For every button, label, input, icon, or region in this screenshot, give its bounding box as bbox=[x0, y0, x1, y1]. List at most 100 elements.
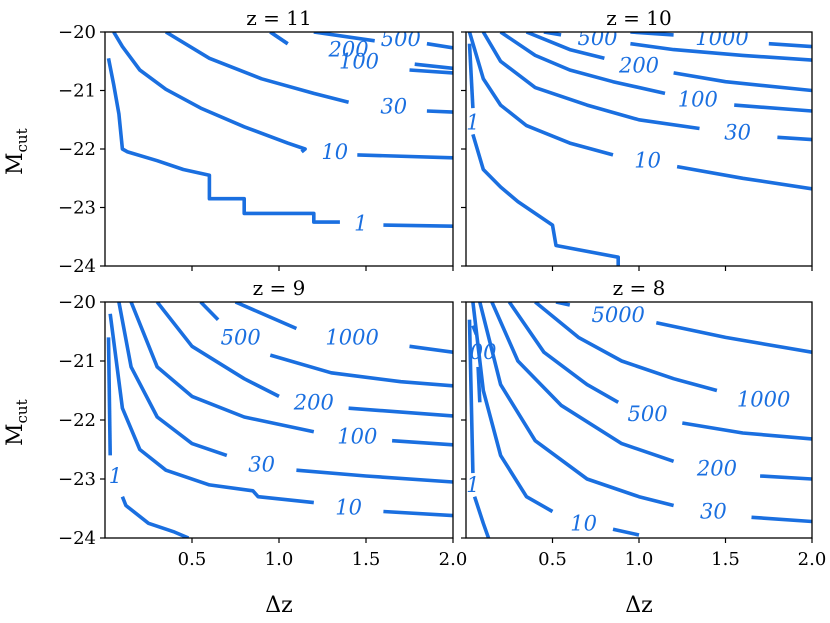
panel-title: z = 8 bbox=[613, 276, 666, 300]
contour-label-200: 200 bbox=[696, 456, 737, 480]
plot-frame bbox=[104, 301, 454, 539]
contour-line-200-b bbox=[414, 62, 453, 71]
contour-label-10: 10 bbox=[634, 149, 661, 173]
contour-label-200: 200 bbox=[293, 390, 334, 414]
contour-label-10: 10 bbox=[570, 511, 597, 535]
panel-4: 1 10 30 100 200 500 1000 5000 z = 8 0.5 1.0 1.5 2.0 Δ… bbox=[456, 276, 827, 618]
contour-line-10-b bbox=[383, 509, 453, 518]
y-tick-label: −23 bbox=[58, 198, 96, 219]
contour-line-1-b bbox=[471, 133, 620, 266]
contour-line-200-b bbox=[673, 71, 812, 93]
x-tick-label: 1.0 bbox=[625, 549, 654, 570]
contour-line-5000-b bbox=[655, 320, 812, 354]
contour-label-200: 200 bbox=[328, 38, 369, 62]
contour-line-500-a bbox=[507, 302, 620, 404]
contour-line-100-a bbox=[129, 302, 315, 434]
contour-line-200-a bbox=[490, 302, 675, 464]
contour-lines: 1 10 30 100 200 500 1000 5000 bbox=[456, 302, 812, 538]
y-tick-label: −22 bbox=[58, 410, 96, 431]
contour-label-10: 10 bbox=[335, 495, 362, 519]
contour-label-500: 500 bbox=[628, 402, 668, 426]
contour-line-30-a bbox=[481, 32, 700, 131]
x-tick-label: 2.0 bbox=[798, 549, 827, 570]
contour-line-10-b bbox=[612, 527, 640, 537]
y-axis-label: Mcut bbox=[3, 128, 31, 175]
contour-label-30: 30 bbox=[380, 94, 407, 118]
contour-line-10-a bbox=[108, 313, 314, 505]
x-axis-label: Δz bbox=[625, 593, 652, 618]
contour-line-1-a bbox=[467, 319, 475, 474]
contour-label-1: 1 bbox=[354, 211, 367, 235]
contour-label-1000: 1000 bbox=[695, 26, 748, 50]
panel-title: z = 11 bbox=[246, 6, 311, 30]
contour-line-10-a bbox=[471, 302, 554, 514]
y-axis-label: Mcut bbox=[3, 399, 31, 446]
contour-label-1: 1 bbox=[109, 464, 122, 488]
contour-line-10-b bbox=[357, 153, 453, 160]
contour-line-30-a bbox=[164, 32, 350, 104]
contour-label-500: 500 bbox=[221, 325, 261, 349]
contour-label-1: 1 bbox=[466, 111, 479, 135]
contour-line-30-b bbox=[751, 515, 812, 524]
contour-line-30-a bbox=[117, 302, 228, 458]
contour-label-5000: 5000 bbox=[591, 303, 644, 327]
contour-label-10: 10 bbox=[321, 140, 348, 164]
contour-line-100-a bbox=[471, 324, 479, 336]
panel-title: z = 10 bbox=[606, 6, 671, 30]
contour-line-500-b bbox=[682, 421, 812, 441]
panel-title: z = 9 bbox=[253, 276, 306, 300]
contour-line-1-a bbox=[106, 337, 112, 456]
x-tick-label: 0.5 bbox=[538, 549, 567, 570]
y-tick-label: −24 bbox=[58, 256, 96, 277]
contour-label-1000: 1000 bbox=[325, 325, 378, 349]
contour-label-200: 200 bbox=[618, 53, 659, 77]
contour-label-100: 100 bbox=[337, 425, 377, 449]
y-tick-label: −22 bbox=[58, 139, 96, 160]
x-axis-label: Δz bbox=[265, 593, 292, 618]
contour-line-1-a bbox=[467, 43, 475, 109]
y-tick-label: −21 bbox=[58, 351, 96, 372]
y-tick-label: −20 bbox=[58, 22, 96, 43]
contour-line-200-a bbox=[525, 32, 605, 61]
x-tick-label: 1.5 bbox=[352, 549, 381, 570]
contour-line-200-a bbox=[269, 32, 289, 46]
contour-line-10-a bbox=[112, 32, 307, 154]
contour-line-30-a bbox=[478, 302, 675, 508]
contour-label-100: 100 bbox=[456, 340, 496, 364]
contour-line-100-b bbox=[476, 366, 482, 403]
contour-line-1000-b bbox=[768, 41, 812, 49]
contour-line-1-a bbox=[106, 57, 340, 224]
contour-line-100-b bbox=[409, 68, 453, 75]
y-tick-label: −21 bbox=[58, 81, 96, 102]
contour-line-500-b bbox=[269, 353, 453, 388]
contour-line-500-b bbox=[630, 41, 812, 62]
contour-line-100-a bbox=[499, 32, 666, 96]
x-tick-label: 1.0 bbox=[265, 549, 294, 570]
x-tick-label: 2.0 bbox=[439, 549, 468, 570]
contour-line-30-b bbox=[296, 468, 453, 484]
contour-line-30-b bbox=[777, 135, 812, 142]
contour-line-1-b bbox=[120, 496, 190, 538]
contour-line-500-b bbox=[426, 41, 453, 50]
contour-line-1-b bbox=[472, 496, 491, 538]
contour-label-30: 30 bbox=[248, 452, 275, 476]
contour-label-1000: 1000 bbox=[737, 387, 790, 411]
contour-label-500: 500 bbox=[577, 26, 617, 50]
contour-line-500-a bbox=[313, 32, 375, 43]
contour-line-100-b bbox=[734, 103, 812, 113]
x-tick-label: 1.5 bbox=[711, 549, 740, 570]
contour-line-1000-b bbox=[409, 344, 453, 354]
y-tick-label: −23 bbox=[58, 469, 96, 490]
contour-line-1-b bbox=[383, 223, 453, 228]
contour-line-10-b bbox=[676, 164, 812, 191]
y-tick-label: −24 bbox=[58, 528, 96, 549]
y-tick-label: −20 bbox=[58, 292, 96, 313]
contour-label-30: 30 bbox=[700, 500, 727, 524]
